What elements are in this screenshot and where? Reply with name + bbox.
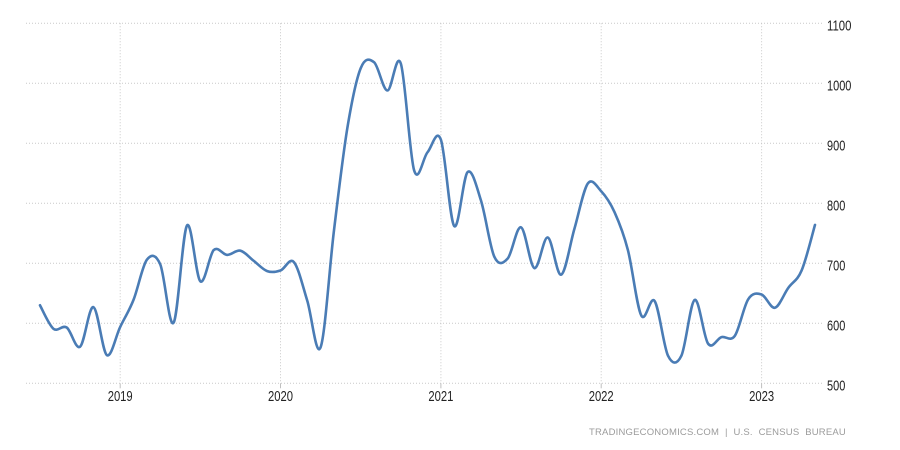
y-axis-tick-label: 600 (827, 317, 845, 334)
y-axis-tick-label: 1000 (827, 77, 851, 94)
y-axis-tick-label: 1100 (827, 17, 851, 34)
y-axis-tick-label: 500 (827, 377, 845, 394)
x-axis-tick-label: 2019 (108, 389, 133, 405)
series-line (38, 58, 817, 364)
y-axis-tick-label: 800 (827, 197, 845, 214)
x-axis-tick-label: 2020 (268, 389, 293, 405)
x-axis-tick-label: 2022 (589, 389, 614, 405)
y-axis-tick-label: 700 (827, 257, 845, 274)
x-axis-tick-label: 2021 (428, 389, 453, 405)
y-axis-tick-label: 900 (827, 137, 845, 154)
chart-attribution: TRADINGECONOMICS.COM | U.S. CENSUS BUREA… (588, 427, 846, 438)
x-axis-tick-label: 2023 (749, 389, 774, 405)
